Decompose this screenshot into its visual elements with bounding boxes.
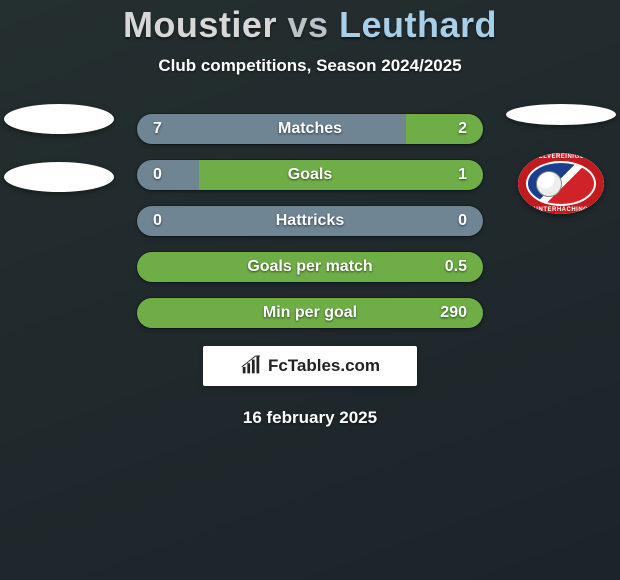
stat-label: Goals per match — [137, 258, 483, 276]
branding-text: FcTables.com — [268, 356, 380, 376]
left-crest-2 — [4, 162, 114, 192]
title-vs: vs — [287, 4, 328, 45]
right-crest-group: SPIELVEREINIGUNG UNTERHACHING — [506, 104, 616, 214]
left-crest-1 — [4, 104, 114, 134]
comparison-card: Moustier vs Leuthard Club competitions, … — [0, 0, 620, 580]
title-player1: Moustier — [123, 4, 277, 45]
right-club-badge: SPIELVEREINIGUNG UNTERHACHING — [518, 153, 604, 214]
stat-row: 0Goals1 — [137, 160, 483, 190]
stat-overlay: 0Goals1 — [137, 160, 483, 190]
badge-text-top: SPIELVEREINIGUNG — [518, 154, 604, 160]
stat-overlay: Goals per match0.5 — [137, 252, 483, 282]
title-player2: Leuthard — [339, 4, 497, 45]
stat-row: 7Matches2 — [137, 114, 483, 144]
bar-chart-icon — [240, 355, 262, 377]
stat-overlay: Min per goal290 — [137, 298, 483, 328]
left-crest-group — [4, 104, 114, 214]
subtitle: Club competitions, Season 2024/2025 — [0, 56, 620, 76]
stat-row: Min per goal290 — [137, 298, 483, 328]
branding-badge: FcTables.com — [203, 346, 417, 386]
stat-overlay: 7Matches2 — [137, 114, 483, 144]
stat-row: Goals per match0.5 — [137, 252, 483, 282]
stat-label: Hattricks — [137, 212, 483, 230]
right-crest-1 — [506, 104, 616, 125]
stat-label: Matches — [137, 120, 483, 138]
stat-label: Goals — [137, 166, 483, 184]
page-title: Moustier vs Leuthard — [0, 4, 620, 46]
stat-overlay: 0Hattricks0 — [137, 206, 483, 236]
date-stamp: 16 february 2025 — [0, 408, 620, 428]
stats-section: SPIELVEREINIGUNG UNTERHACHING 7Matches2 0… — [0, 114, 620, 328]
badge-text-bottom: UNTERHACHING — [518, 207, 604, 213]
stat-label: Min per goal — [137, 304, 483, 322]
stat-row: 0Hattricks0 — [137, 206, 483, 236]
